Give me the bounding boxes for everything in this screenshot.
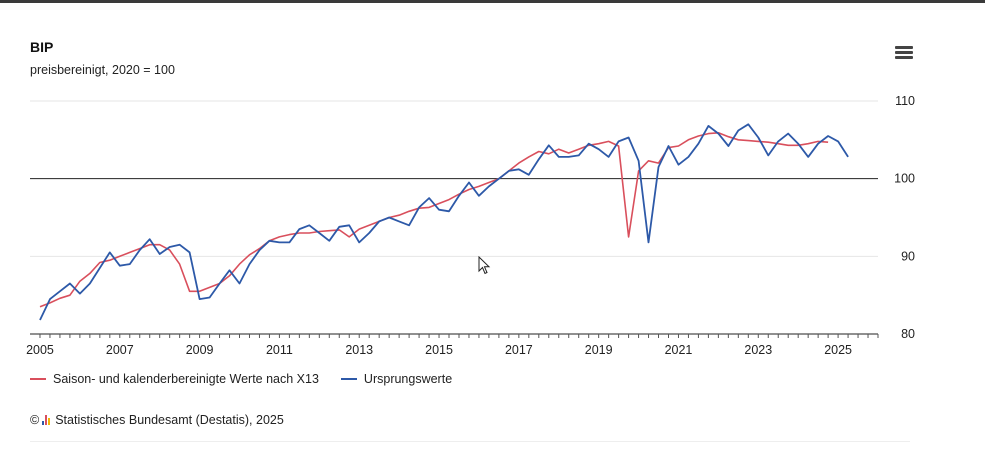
- series-line-original: [39, 123, 849, 321]
- y-tick-label-90: 90: [901, 249, 915, 263]
- series-line-sa: [39, 132, 829, 308]
- x-tick-label-2017: 2017: [505, 343, 533, 357]
- hamburger-menu-icon[interactable]: [893, 44, 915, 64]
- footer-divider: [30, 441, 910, 442]
- credit-text: Statistisches Bundesamt (Destatis), 2025: [55, 413, 284, 427]
- mouse-cursor-icon: [478, 256, 491, 275]
- chart-legend: Saison- und kalenderbereinigte Werte nac…: [30, 372, 452, 386]
- series-layer: [39, 123, 849, 321]
- x-tick-label-2013: 2013: [345, 343, 373, 357]
- legend-swatch-sa: [30, 378, 46, 380]
- copyright-symbol: ©: [30, 413, 40, 427]
- axis-layer: 80 90 100 110 2005 2007 2009 2011 2013 2015 2017 20…: [26, 94, 915, 357]
- top-border: [0, 0, 985, 3]
- legend-swatch-original: [340, 378, 357, 380]
- destatis-logo-icon: [42, 415, 51, 425]
- x-tick-label-2007: 2007: [106, 343, 134, 357]
- x-tick-label-2025: 2025: [824, 343, 852, 357]
- grid-layer: [30, 100, 878, 257]
- legend-label-original: Ursprungswerte: [363, 372, 453, 386]
- line-chart: 80 90 100 110 2005 2007 2009 2011 2013 2015 2017 20…: [26, 94, 915, 357]
- chart-title: BIP: [30, 39, 54, 55]
- chart-subtitle: preisbereinigt, 2020 = 100: [30, 63, 175, 77]
- x-tick-label-2009: 2009: [186, 343, 214, 357]
- legend-item-sa[interactable]: Saison- und kalenderbereinigte Werte nac…: [30, 372, 319, 386]
- x-tick-label-2011: 2011: [266, 343, 293, 357]
- y-tick-label-110: 110: [895, 94, 915, 108]
- x-tick-label-2015: 2015: [425, 343, 453, 357]
- y-tick-label-80: 80: [901, 327, 915, 341]
- x-tick-label-2005: 2005: [26, 343, 54, 357]
- y-tick-label-100: 100: [894, 172, 915, 186]
- x-tick-label-2023: 2023: [744, 343, 772, 357]
- x-tick-label-2019: 2019: [585, 343, 613, 357]
- legend-label-sa: Saison- und kalenderbereinigte Werte nac…: [53, 372, 319, 386]
- chart-credit: © Statistisches Bundesamt (Destatis), 20…: [30, 413, 284, 427]
- x-tick-label-2021: 2021: [665, 343, 693, 357]
- legend-item-original[interactable]: Ursprungswerte: [340, 372, 453, 386]
